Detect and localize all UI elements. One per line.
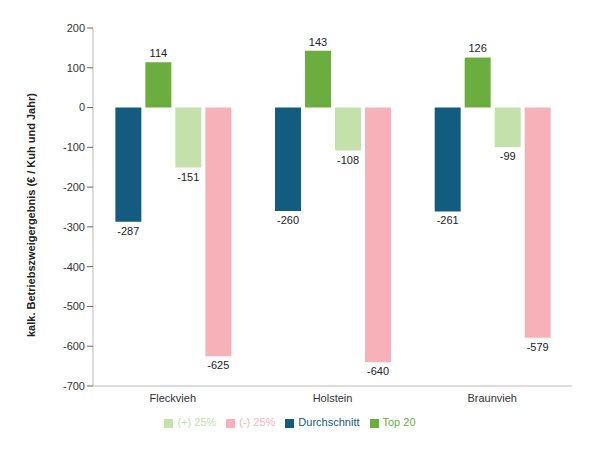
svg-text:200: 200 bbox=[67, 22, 85, 34]
svg-text:-300: -300 bbox=[63, 221, 85, 233]
svg-text:-151: -151 bbox=[177, 171, 199, 183]
svg-text:-200: -200 bbox=[63, 181, 85, 193]
svg-text:-261: -261 bbox=[437, 214, 459, 226]
svg-text:114: 114 bbox=[150, 47, 168, 59]
svg-text:-625: -625 bbox=[207, 359, 229, 371]
svg-text:126: 126 bbox=[469, 42, 487, 54]
svg-text:Braunvieh: Braunvieh bbox=[467, 392, 517, 404]
svg-text:100: 100 bbox=[67, 62, 85, 74]
html-text:(+) 25%: (+) 25% bbox=[177, 416, 217, 428]
svg-text:Holstein: Holstein bbox=[313, 392, 353, 404]
svg-text:0: 0 bbox=[79, 101, 85, 113]
svg-text:-287: -287 bbox=[117, 225, 139, 237]
svg-text:-600: -600 bbox=[63, 340, 85, 352]
svg-text:-579: -579 bbox=[527, 341, 549, 353]
svg-text:-500: -500 bbox=[63, 300, 85, 312]
svg-text:-700: -700 bbox=[63, 380, 85, 392]
html-text:(-) 25%: (-) 25% bbox=[239, 416, 276, 428]
html-text:Durchschnitt: Durchschnitt bbox=[298, 416, 360, 428]
html-text:Top 20: Top 20 bbox=[382, 416, 416, 428]
svg-text:-400: -400 bbox=[63, 261, 85, 273]
svg-text:kalk. Betriebszweigergebnis (€: kalk. Betriebszweigergebnis (€ / Kuh und… bbox=[25, 93, 37, 337]
svg-text:143: 143 bbox=[309, 36, 327, 48]
svg-text:-640: -640 bbox=[367, 365, 389, 377]
svg-text:-108: -108 bbox=[337, 154, 359, 166]
svg-text:Fleckvieh: Fleckvieh bbox=[150, 392, 196, 404]
svg-text:-99: -99 bbox=[500, 150, 516, 162]
svg-text:-100: -100 bbox=[63, 141, 85, 153]
svg-text:-260: -260 bbox=[277, 214, 299, 226]
